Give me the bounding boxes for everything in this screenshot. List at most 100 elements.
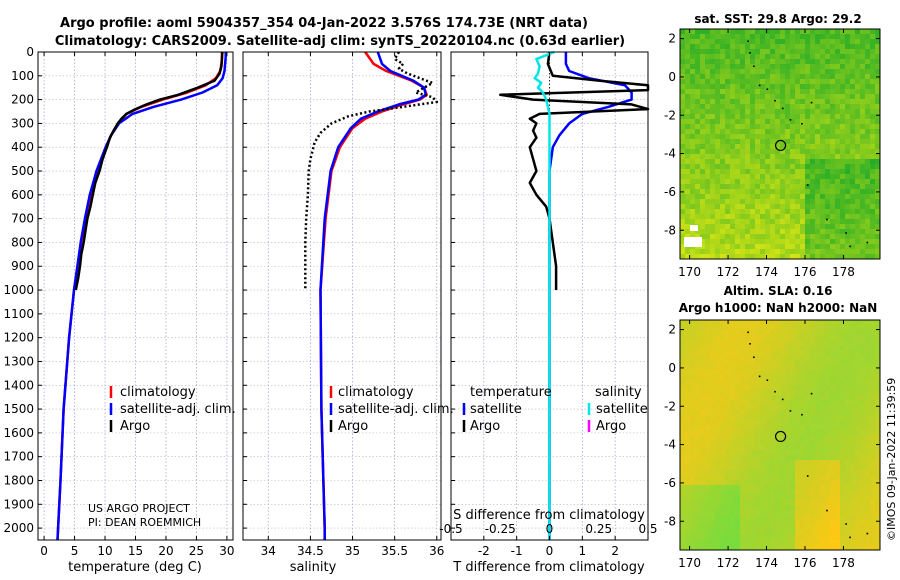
map-cell [830, 129, 836, 135]
map-cell [765, 420, 771, 426]
map-cell [720, 510, 726, 516]
map-cell [710, 124, 716, 130]
map-cell [810, 249, 816, 255]
map-cell [785, 340, 791, 346]
map-cell [785, 370, 791, 376]
map-cell [760, 545, 766, 551]
map-cell [775, 490, 781, 496]
map-cell [835, 430, 841, 436]
map-cell [765, 139, 771, 145]
map-cell [865, 455, 871, 461]
map-cell [760, 164, 766, 170]
map-cell [820, 79, 826, 85]
x2-tick-label: -0.5 [439, 522, 462, 536]
map-cell [855, 204, 861, 210]
map-cell [820, 209, 826, 215]
map-cell [735, 34, 741, 40]
map-cell [790, 420, 796, 426]
map-cell [745, 149, 751, 155]
map-cell [725, 204, 731, 210]
map-cell [780, 54, 786, 60]
map-cell [685, 249, 691, 255]
map-cell [720, 64, 726, 70]
map-cell [750, 370, 756, 376]
map-cell [875, 214, 881, 220]
map-cell [870, 410, 876, 416]
map-cell [830, 420, 836, 426]
map-cell [845, 470, 851, 476]
map-cell [795, 84, 801, 90]
map-cell [775, 84, 781, 90]
map-cell [785, 490, 791, 496]
map-cell [825, 29, 831, 35]
map-cell [750, 59, 756, 65]
map-cell [850, 129, 856, 135]
map-cell [775, 229, 781, 235]
map-cell [860, 174, 866, 180]
map-cell [875, 435, 881, 441]
map-cell [870, 395, 876, 401]
map-cell [735, 485, 741, 491]
map-cell [835, 254, 841, 260]
map-cell [865, 149, 871, 155]
map-cell [695, 99, 701, 105]
map-cell [770, 99, 776, 105]
map-cell [850, 184, 856, 190]
map-cell [825, 89, 831, 95]
map-cell [720, 540, 726, 546]
map-cell [715, 545, 721, 551]
map-cell [835, 194, 841, 200]
map-cell [840, 239, 846, 245]
map-cell [770, 34, 776, 40]
map-cell [800, 79, 806, 85]
map-cell [725, 179, 731, 185]
map-cell [780, 420, 786, 426]
map-cell [820, 54, 826, 60]
map-cell [730, 350, 736, 356]
map-cell [710, 320, 716, 326]
map-cell [805, 99, 811, 105]
map-cell [875, 159, 881, 165]
map-cell [680, 139, 686, 145]
map-cell [745, 545, 751, 551]
map-cell [720, 390, 726, 396]
map-cell [825, 455, 831, 461]
map-cell [835, 79, 841, 85]
map-cell [720, 440, 726, 446]
map-cell [825, 124, 831, 130]
map-cell [765, 465, 771, 471]
map-cell [875, 29, 881, 35]
map-cell [765, 335, 771, 341]
map-cell [860, 360, 866, 366]
map-cell [735, 164, 741, 170]
map-cell [825, 530, 831, 536]
map-cell [800, 174, 806, 180]
x-tick-label: 25 [189, 544, 204, 558]
map-cell [805, 254, 811, 260]
map-cell [800, 515, 806, 521]
map-cell [740, 64, 746, 70]
map-cell [790, 199, 796, 205]
map-cell [730, 505, 736, 511]
map-cell [680, 254, 686, 260]
map-cell [810, 189, 816, 195]
map-cell [750, 139, 756, 145]
map-cell [705, 525, 711, 531]
map-cell [810, 239, 816, 245]
map-cell [815, 385, 821, 391]
map-cell [840, 174, 846, 180]
map-cell [705, 480, 711, 486]
map-cell [845, 154, 851, 160]
map-cell [840, 405, 846, 411]
map-cell [775, 360, 781, 366]
map-cell [845, 179, 851, 185]
map-cell [770, 104, 776, 110]
map-cell [705, 194, 711, 200]
map-cell [730, 109, 736, 115]
map-cell [815, 194, 821, 200]
map-cell [825, 64, 831, 70]
map-cell [690, 49, 696, 55]
map-cell [865, 84, 871, 90]
map-cell [860, 480, 866, 486]
map-cell [805, 49, 811, 55]
